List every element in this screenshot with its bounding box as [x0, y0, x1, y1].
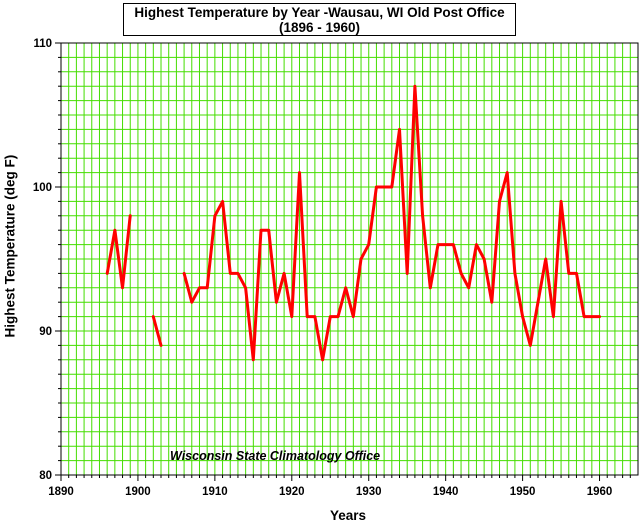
- chart-subtitle: (1896 - 1960): [278, 20, 361, 35]
- chart-title: Highest Temperature by Year -Wausau, WI …: [134, 5, 505, 20]
- series-line-segment: [151, 315, 163, 347]
- temperature-series: [105, 84, 601, 362]
- x-tick-label: 1940: [433, 486, 459, 498]
- y-tick-label: 90: [39, 326, 52, 338]
- x-tick-label: 1910: [202, 486, 228, 498]
- x-tick-label: 1890: [48, 486, 74, 498]
- x-tick-label: 1900: [125, 486, 151, 498]
- series-line-segment: [182, 84, 601, 362]
- axes: 80 90 100 110 1890 1900 1910 1920 1930 1940 1950 19…: [33, 38, 631, 498]
- x-tick-label: 1920: [279, 486, 305, 498]
- source-annotation: Wisconsin State Climatology Office: [170, 449, 381, 463]
- y-tick-label: 80: [39, 470, 52, 482]
- x-axis-label: Years: [330, 508, 367, 523]
- x-tick-label: 1960: [587, 486, 613, 498]
- x-tick-label: 1930: [356, 486, 382, 498]
- series-line-segment: [105, 214, 132, 290]
- y-axis-label: Highest Temperature (deg F): [2, 154, 18, 338]
- chart-title-box: Highest Temperature by Year -Wausau, WI …: [123, 3, 516, 36]
- grid: [61, 43, 638, 475]
- y-tick-label: 110: [33, 38, 52, 50]
- y-tick-label: 100: [33, 182, 52, 194]
- x-tick-label: 1950: [510, 486, 536, 498]
